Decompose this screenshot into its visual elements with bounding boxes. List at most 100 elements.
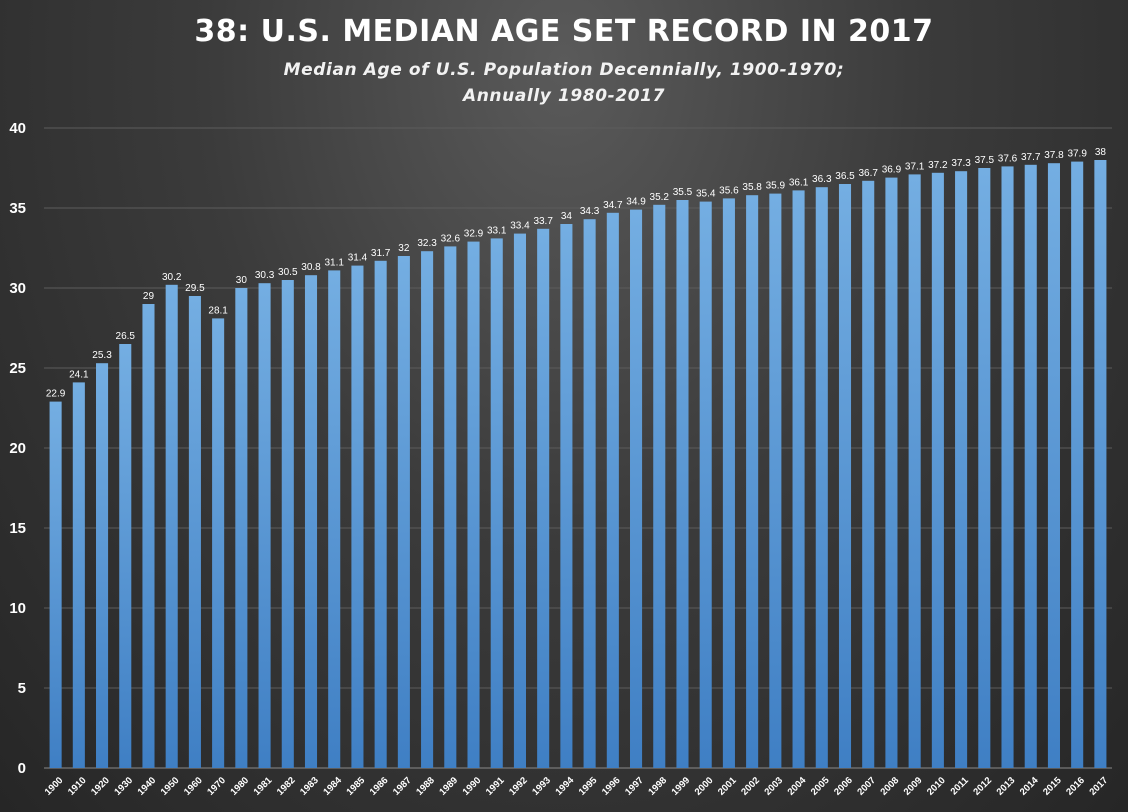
x-tick-label: 2017 <box>1087 775 1110 798</box>
bar-1991 <box>490 238 503 768</box>
bar-1910 <box>72 382 85 768</box>
y-tick-label: 20 <box>9 440 26 457</box>
bar-2005 <box>815 187 828 768</box>
x-tick-label: 1990 <box>461 775 484 798</box>
x-tick-label: 2007 <box>855 775 878 798</box>
bar-2016 <box>1071 161 1084 769</box>
bar-2011 <box>955 171 968 768</box>
x-tick-label: 2011 <box>949 775 972 798</box>
x-tick-label: 2005 <box>809 775 832 798</box>
data-label-1985: 31.4 <box>348 253 368 264</box>
data-label-1982: 30.5 <box>278 267 298 278</box>
x-tick-label: 1910 <box>66 775 89 798</box>
data-label-1995: 34.3 <box>580 206 600 217</box>
x-tick-label: 1986 <box>368 775 391 798</box>
bar-1998 <box>653 204 666 769</box>
data-label-1991: 33.1 <box>487 225 507 236</box>
x-tick-label: 1988 <box>414 775 437 798</box>
x-tick-label: 1992 <box>507 775 530 798</box>
y-tick-label: 40 <box>9 120 26 137</box>
bar-1988 <box>421 251 434 768</box>
bar-1984 <box>328 270 341 768</box>
bar-1940 <box>142 304 155 768</box>
x-tick-label: 1989 <box>437 775 460 798</box>
x-tick-label: 1984 <box>321 775 344 798</box>
y-tick-label: 35 <box>9 200 26 217</box>
x-tick-label: 2012 <box>971 775 994 798</box>
x-tick-label: 2010 <box>925 775 948 798</box>
data-label-2012: 37.5 <box>975 155 995 166</box>
data-labels: 22.924.125.3 26.5 29 30.229.528.1 30 30.3 30.5… <box>46 147 1107 400</box>
data-label-2000: 35.4 <box>696 189 716 200</box>
x-tick-label: 2004 <box>786 775 809 798</box>
bar-1980 <box>235 288 248 768</box>
data-label-2006: 36.5 <box>835 171 855 182</box>
data-label-2015: 37.8 <box>1044 150 1064 161</box>
data-label-2017: 38 <box>1095 147 1107 158</box>
data-label-2010: 37.2 <box>928 160 948 171</box>
bar-1992 <box>513 233 526 769</box>
x-tick-label: 1980 <box>228 775 251 798</box>
bar-2007 <box>862 180 875 769</box>
chart-subtitle-line-2: Annually 1980-2017 <box>462 86 666 106</box>
bar-2006 <box>838 184 852 768</box>
bars <box>49 160 1107 769</box>
bar-2004 <box>792 190 805 768</box>
x-tick-label: 1995 <box>577 775 600 798</box>
bar-1986 <box>374 260 387 768</box>
bar-2001 <box>722 198 735 768</box>
bar-1987 <box>397 256 410 768</box>
data-label-1986: 31.7 <box>371 248 391 259</box>
bar-1981 <box>258 283 271 768</box>
data-label-2011: 37.3 <box>951 158 971 169</box>
bar-2017 <box>1094 160 1107 768</box>
data-label-1990: 32.9 <box>464 229 484 240</box>
x-tick-label: 2006 <box>832 775 855 798</box>
data-label-1940: 29 <box>143 291 155 302</box>
data-label-1999: 35.5 <box>673 187 693 198</box>
data-label-2004: 36.1 <box>789 177 809 188</box>
bar-1996 <box>606 212 619 769</box>
x-tick-label: 2009 <box>902 775 925 798</box>
data-label-1970: 28.1 <box>208 305 228 316</box>
x-tick-label: 1999 <box>670 775 693 798</box>
bar-2012 <box>978 168 991 768</box>
x-tick-label: 2002 <box>739 775 762 798</box>
y-tick-label: 0 <box>18 760 26 777</box>
x-tick-label: 1985 <box>345 775 368 798</box>
bar-1930 <box>119 344 132 768</box>
data-label-2005: 36.3 <box>812 174 832 185</box>
data-label-2008: 36.9 <box>882 165 902 176</box>
y-tick-label: 15 <box>9 520 26 537</box>
bar-1983 <box>304 275 318 768</box>
bar-1900 <box>49 401 62 768</box>
bar-1970 <box>212 318 225 768</box>
data-label-1981: 30.3 <box>255 270 275 281</box>
chart-subtitle-line-1: Median Age of U.S. Population Decenniall… <box>283 60 845 80</box>
data-label-1997: 34.9 <box>626 197 646 208</box>
data-label-1960: 29.5 <box>185 283 205 294</box>
x-tick-label: 1940 <box>136 775 159 798</box>
x-tick-label: 1997 <box>623 775 646 798</box>
x-tick-label: 1900 <box>43 775 66 798</box>
x-tick-label: 1993 <box>530 775 553 798</box>
data-label-2009: 37.1 <box>905 161 925 172</box>
bar-1994 <box>560 224 573 768</box>
data-label-1998: 35.2 <box>650 192 670 203</box>
data-label-1987: 32 <box>398 243 410 254</box>
data-label-1984: 31.1 <box>324 257 344 268</box>
bar-1997 <box>630 209 643 769</box>
data-label-1900: 22.9 <box>46 389 66 400</box>
bar-2013 <box>1001 166 1014 768</box>
bar-2000 <box>699 201 712 769</box>
x-tick-label: 2000 <box>693 775 716 798</box>
data-label-1930: 26.5 <box>116 331 136 342</box>
x-tick-label: 1970 <box>205 775 228 798</box>
x-tick-label: 1920 <box>89 775 112 798</box>
x-tick-label: 2013 <box>995 775 1018 798</box>
gridlines <box>44 127 1112 769</box>
data-label-1989: 32.6 <box>441 233 461 244</box>
data-label-2014: 37.7 <box>1021 152 1041 163</box>
x-axis: 1900 1910 1920 1930 1940 1950 1960 1970 1980 1981… <box>43 775 1111 798</box>
bar-2003 <box>769 193 782 769</box>
